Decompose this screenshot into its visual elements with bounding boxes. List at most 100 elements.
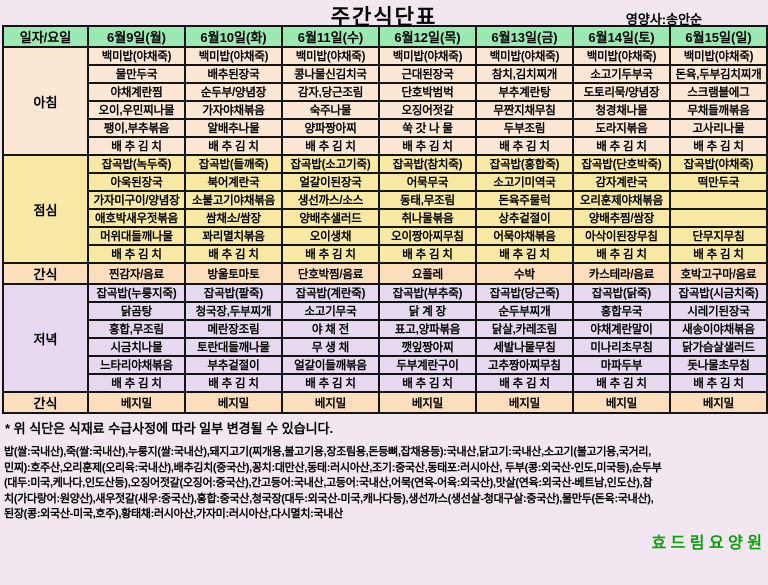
menu-cell: 베지밀 [572, 391, 671, 414]
menu-row: 홍합,무조림 메란장조림 야 채 전 표고,양파볶음 닭살,카레조림 야채계란말이 새송이야… [3, 319, 768, 339]
menu-cell: 무 생 채 [281, 337, 380, 357]
menu-cell: 배 추 김 치 [572, 373, 671, 393]
menu-cell: 시금치나물 [87, 337, 186, 357]
menu-cell: 잡곡밥(단호박죽) [572, 154, 671, 174]
menu-cell: 잡곡밥(홍합죽) [475, 154, 574, 174]
menu-cell: 베지밀 [87, 391, 186, 414]
menu-row: 물만두국 배추된장국 콩나물신김치국 근대된장국 참치,김치찌개 소고기두부국 돈육,두부김… [3, 64, 768, 84]
menu-cell: 시레기된장국 [669, 301, 768, 321]
menu-cell: 백미밥(야채죽) [281, 46, 380, 66]
menu-cell: 가자미구이/양념장 [87, 190, 186, 210]
menu-cell: 상추겉절이 [475, 208, 574, 228]
menu-cell: 배 추 김 치 [184, 244, 283, 264]
menu-cell: 미나리초무침 [572, 337, 671, 357]
menu-cell: 얼갈이된장국 [281, 172, 380, 192]
menu-row: 간식 찐감자/음료 방울토마토 단호박찜/음료 요플레 수박 카스테라/음료 호박고구마/음료 [2, 262, 768, 285]
menu-cell: 배 추 김 치 [572, 244, 671, 264]
menu-cell: 취나물볶음 [378, 208, 477, 228]
menu-cell: 닭가슴살샐러드 [669, 337, 768, 357]
menu-cell: 무짠지채무침 [475, 100, 574, 120]
menu-cell: 잡곡밥(소고기죽) [281, 154, 380, 174]
menu-cell: 양파짱아찌 [281, 118, 380, 138]
menu-cell: 잡곡밥(참치죽) [378, 154, 477, 174]
menu-cell: 오리훈제야채볶음 [572, 190, 671, 210]
page-title: 주간식단표 [330, 6, 438, 29]
menu-cell: 두부조림 [475, 118, 574, 138]
menu-cell: 부추계란탕 [475, 82, 574, 102]
menu-cell: 배 추 김 치 [87, 373, 186, 393]
menu-cell: 근대된장국 [378, 64, 477, 84]
menu-cell: 고사리나물 [669, 118, 768, 138]
section-label-snack1: 간식 [2, 262, 89, 285]
section-label-breakfast: 아침 [2, 46, 89, 156]
menu-cell: 배 추 김 치 [378, 136, 477, 156]
menu-cell: 오이,우민찌나물 [87, 100, 186, 120]
menu-cell: 카스테라/음료 [572, 262, 671, 285]
menu-cell: 배 추 김 치 [669, 373, 768, 393]
menu-cell: 양배추샐러드 [281, 208, 380, 228]
menu-row: 야채계란찜 순두부/양념장 감자,당근조림 단호박범벅 부추계란탕 도토리묵/양념장 스크램… [3, 82, 768, 102]
section-label-lunch: 점심 [2, 154, 89, 264]
menu-cell: 야채계란찜 [87, 82, 186, 102]
menu-row: 가자미구이/양념장 소불고기야채볶음 생선까스/소스 동태,무조림 돈육주물럭 오리훈제야… [3, 190, 768, 210]
origin-line: 된장(콩:외국산-미국,호주),황태채:러시아산,가자미:러시아산,다시멸치:국… [4, 508, 343, 520]
menu-cell: 방울토마토 [184, 262, 283, 285]
menu-cell: 쑥 갓 나 물 [378, 118, 477, 138]
menu-cell: 생선까스/소스 [281, 190, 380, 210]
menu-cell: 잡곡밥(팥죽) [184, 283, 283, 303]
menu-cell [669, 190, 768, 210]
menu-row: 저녁 잡곡밥(누룽지죽) 잡곡밥(팥죽) 잡곡밥(계란죽) 잡곡밥(부추죽) 잡곡밥(당근… [2, 283, 768, 393]
menu-cell: 백미밥(야채죽) [475, 46, 574, 66]
menu-cell: 배 추 김 치 [281, 244, 380, 264]
menu-cell: 애호박새우젓볶음 [87, 208, 186, 228]
menu-cell: 잡곡밥(당근죽) [475, 283, 574, 303]
menu-cell: 어묵야채볶음 [475, 226, 574, 246]
day-header: 6월12일(목) [378, 25, 477, 48]
menu-cell: 수박 [475, 262, 574, 285]
menu-cell: 배 추 김 치 [475, 244, 574, 264]
menu-cell: 양배추찜/쌈장 [572, 208, 671, 228]
menu-cell: 호박고구마/음료 [669, 262, 768, 285]
menu-cell: 배 추 김 치 [475, 136, 574, 156]
menu-cell: 돈육주물럭 [475, 190, 574, 210]
menu-cell: 요플레 [378, 262, 477, 285]
origin-line: 치(가다랑어:원양산),새우젓갈(새우:중국산),홍합:중국산,청국장(대두:외… [4, 492, 654, 505]
menu-cell: 숙주나물 [281, 100, 380, 120]
menu-cell: 쌈채소/쌈장 [184, 208, 283, 228]
origin-text: 밥(쌀:국내산),죽(쌀:국내산),누룽지(쌀:국내산),돼지고기(찌개용,불고… [4, 445, 766, 523]
menu-cell: 배 추 김 치 [378, 244, 477, 264]
menu-cell: 알배추나물 [184, 118, 283, 138]
menu-cell: 잡곡밥(부추죽) [378, 283, 477, 303]
menu-cell: 소불고기야채볶음 [184, 190, 283, 210]
menu-cell: 순두부찌개 [475, 301, 574, 321]
menu-cell: 가자야채볶음 [184, 100, 283, 120]
menu-cell: 스크램블에그 [669, 82, 768, 102]
menu-cell: 야채계란말이 [572, 319, 671, 339]
section-label-dinner: 저녁 [2, 283, 89, 393]
menu-cell: 감자,당근조림 [281, 82, 380, 102]
menu-cell: 잡곡밥(누룽지죽) [87, 283, 186, 303]
menu-cell: 얼갈이들깨볶음 [281, 355, 380, 375]
menu-row: 아욱된장국 북어계란국 얼갈이된장국 어묵무국 소고기미역국 감자계란국 떡만두국 [3, 172, 768, 192]
menu-cell: 백미밥(야채죽) [572, 46, 671, 66]
menu-cell: 단호박범벅 [378, 82, 477, 102]
origin-line: 밥(쌀:국내산),죽(쌀:국내산),누룽지(쌀:국내산),돼지고기(찌개용,불고… [4, 446, 651, 458]
menu-cell: 순두부/양념장 [184, 82, 283, 102]
menu-row: 머위대들깨나물 꽈리멸치볶음 오이생채 오이짱아찌무침 어묵야채볶음 아삭이된장무침 단무지… [3, 226, 768, 246]
menu-row: 애호박새우젓볶음 쌈채소/쌈장 양배추샐러드 취나물볶음 상추겉절이 양배추찜/쌈장 [3, 208, 768, 228]
menu-cell: 오징어젓갈 [378, 100, 477, 120]
menu-cell: 세발나물무침 [475, 337, 574, 357]
menu-cell: 새송이야채볶음 [669, 319, 768, 339]
origin-line: (대두:미국,케나다,인도산등),오징어젓갈(오징어:중국산),간고등어:국내산… [4, 477, 653, 489]
menu-cell: 잡곡밥(녹두죽) [87, 154, 186, 174]
menu-cell: 닭살,카레조림 [475, 319, 574, 339]
menu-cell: 북어계란국 [184, 172, 283, 192]
menu-cell: 돗나물초무침 [669, 355, 768, 375]
facility-name: 효 드 림 요 양 원 [651, 534, 762, 552]
menu-cell: 청경채나물 [572, 100, 671, 120]
menu-cell: 도라지볶음 [572, 118, 671, 138]
menu-cell: 베지밀 [281, 391, 380, 414]
menu-cell: 찐감자/음료 [87, 262, 186, 285]
menu-cell: 감자계란국 [572, 172, 671, 192]
